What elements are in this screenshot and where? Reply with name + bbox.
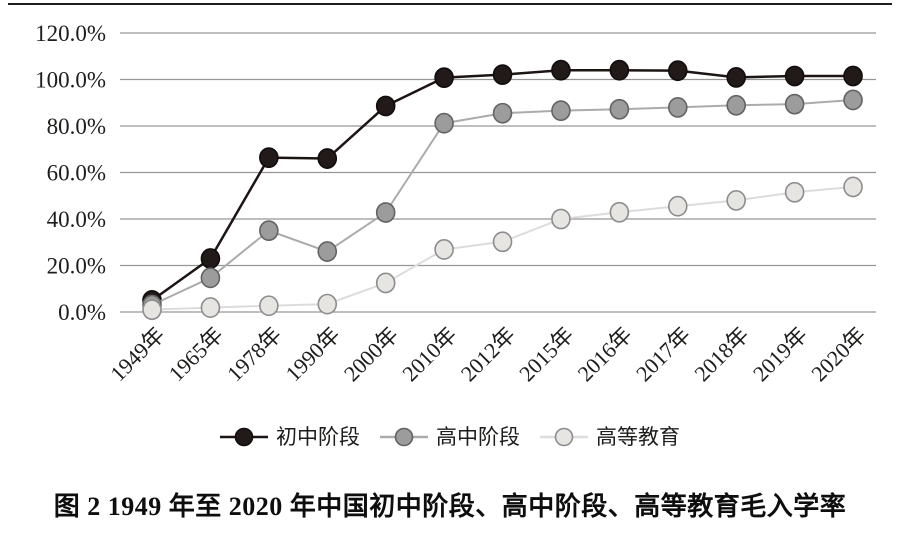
x-tick-label: 2012年 xyxy=(456,322,520,386)
data-point-dot xyxy=(784,181,805,203)
data-point-dot xyxy=(317,241,338,262)
data-point-dot xyxy=(609,59,630,81)
data-point-dot xyxy=(551,208,571,230)
x-tick-label: 1965年 xyxy=(164,322,228,386)
data-point-dot xyxy=(375,95,396,117)
data-point-dot xyxy=(609,98,630,120)
legend-item-higher-education: 高等教育 xyxy=(540,426,680,448)
data-point-dot xyxy=(551,100,571,122)
y-tick-label: 0.0% xyxy=(58,300,106,325)
x-tick-label: 2000年 xyxy=(339,322,403,386)
legend-marker-senior-secondary-icon xyxy=(380,427,428,447)
data-point-dot xyxy=(726,67,747,88)
line-chart: 0.0% 20.0% 40.0% 60.0% 80.0% 100.0% 120.0% 1949… xyxy=(35,21,876,386)
data-point-dot xyxy=(259,220,279,242)
data-point-dot xyxy=(492,102,513,124)
y-tick-label: 20.0% xyxy=(47,254,106,279)
legend-marker-dot xyxy=(394,427,414,447)
data-point-dot xyxy=(784,93,805,115)
x-tick-label: 2010年 xyxy=(397,322,461,386)
y-tick-label: 120.0% xyxy=(35,21,106,46)
y-tick-label: 40.0% xyxy=(47,207,106,232)
data-point-dot xyxy=(667,195,688,217)
figure-caption: 图 2 1949 年至 2020 年中国初中阶段、高中阶段、高等教育毛入学率 xyxy=(53,492,847,521)
x-tick-label: 2019年 xyxy=(748,322,812,386)
x-tick-label: 2018年 xyxy=(689,322,753,386)
data-point-dot xyxy=(434,239,454,260)
legend-marker-dot xyxy=(234,427,254,447)
data-point-dot xyxy=(200,248,221,269)
legend-marker-dot xyxy=(554,427,574,447)
data-point-dot xyxy=(726,94,747,116)
legend-label-junior-secondary: 初中阶段 xyxy=(276,424,360,449)
data-point-dot xyxy=(843,65,863,87)
legend-label-senior-secondary: 高中阶段 xyxy=(436,424,520,449)
y-tick-label: 80.0% xyxy=(47,114,106,139)
legend-item-senior-secondary: 高中阶段 xyxy=(380,426,520,448)
data-point-dot xyxy=(259,147,279,169)
legend-marker-higher-education-icon xyxy=(540,427,588,447)
data-point-dot xyxy=(492,231,513,253)
data-point-dot xyxy=(375,202,396,223)
x-tick-label: 2020年 xyxy=(806,322,870,386)
data-point-dot xyxy=(317,293,338,315)
data-point-dot xyxy=(609,201,630,223)
data-point-dot xyxy=(667,60,688,82)
legend-item-junior-secondary: 初中阶段 xyxy=(220,426,360,448)
y-tick-label: 60.0% xyxy=(47,161,106,186)
x-tick-label: 2015年 xyxy=(514,322,578,386)
y-tick-label: 100.0% xyxy=(35,68,106,93)
data-point-dot xyxy=(726,189,747,211)
x-tick-label: 2017年 xyxy=(631,322,695,386)
x-tick-label: 1978年 xyxy=(222,322,286,386)
data-point-dot xyxy=(843,89,863,111)
data-point-dot xyxy=(667,97,688,118)
data-point-dot xyxy=(434,67,454,89)
data-point-dot xyxy=(200,297,221,318)
data-point-dot xyxy=(375,272,396,294)
data-point-dot xyxy=(434,112,454,134)
series-line-1 xyxy=(151,98,854,306)
data-point-dot xyxy=(551,59,571,81)
data-point-dot xyxy=(492,64,513,86)
data-point-dot xyxy=(259,295,279,317)
legend-marker-junior-secondary-icon xyxy=(220,427,268,447)
x-tick-label: 2016年 xyxy=(573,322,637,386)
data-point-dot xyxy=(142,299,162,321)
data-point-dot xyxy=(843,176,863,198)
data-point-dot xyxy=(317,148,338,169)
data-point-dot xyxy=(200,267,221,289)
legend-label-higher-education: 高等教育 xyxy=(596,424,680,449)
chart-legend: 初中阶段 高中阶段 高等教育 xyxy=(0,426,900,448)
top-divider-line xyxy=(8,3,892,5)
x-tick-label: 1949年 xyxy=(105,322,169,386)
x-tick-label: 1990年 xyxy=(280,322,344,386)
data-point-dot xyxy=(784,65,805,87)
